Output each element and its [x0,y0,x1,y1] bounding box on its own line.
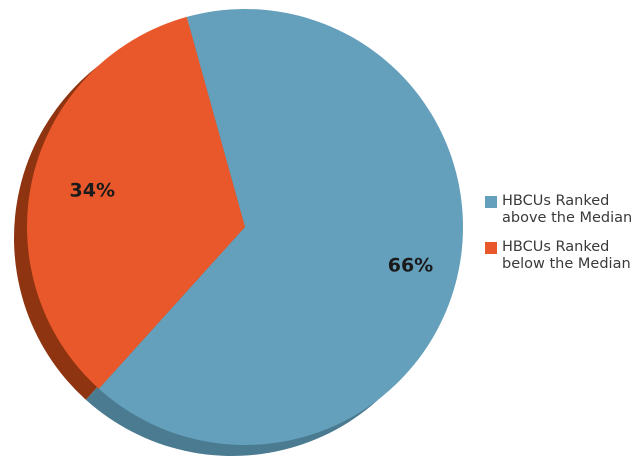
slice-below-median [27,16,246,389]
legend-item-above-median: HBCUs Ranked above the Median [485,193,644,227]
slice-above-median-label: 66% [388,255,433,277]
legend-label-line: below the Median [502,256,631,272]
legend-swatch-below-median [485,242,497,254]
legend-label-line: above the Median [502,210,633,226]
legend-item-below-median: HBCUs Ranked below the Median [485,239,644,273]
legend-label-above-median: HBCUs Ranked above the Median [502,193,644,227]
legend: HBCUs Ranked above the Median HBCUs Rank… [485,193,644,285]
legend-label-below-median: HBCUs Ranked below the Median [502,239,644,273]
legend-swatch-above-median [485,196,497,208]
legend-label-line: HBCUs Ranked [502,193,610,209]
legend-label-line: HBCUs Ranked [502,239,610,255]
slice-below-median-label: 34% [70,179,115,201]
slice-above-median [98,8,464,446]
